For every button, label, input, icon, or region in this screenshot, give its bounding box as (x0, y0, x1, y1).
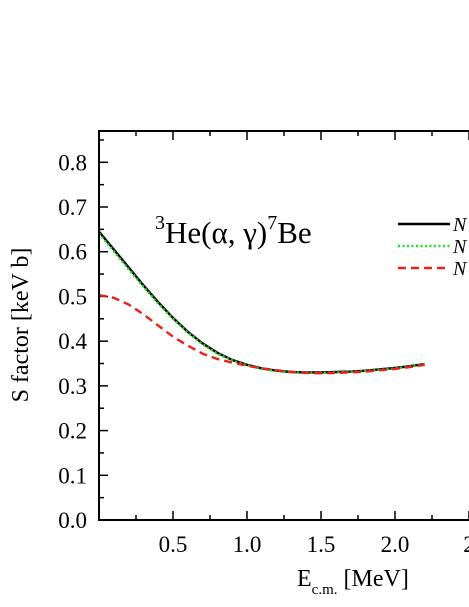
series-group (98, 230, 425, 375)
legend-label: N (452, 236, 468, 258)
axis-ticks (99, 131, 469, 521)
series-line (98, 232, 425, 375)
legend-label: N (452, 258, 468, 280)
series-line (98, 230, 425, 374)
x-tick-label: 2 (463, 532, 469, 557)
x-axis-title-main: E (297, 566, 312, 592)
y-tick-label: 0.5 (58, 284, 87, 309)
annotation-part-2: Be (277, 215, 311, 250)
tick-labels: 0.5 1.0 1.5 2.0 2 0.0 0.1 0.2 0.3 0.4 0.5 0.6 0.7 0.8 (58, 150, 469, 557)
legend-label: N (452, 214, 468, 236)
x-tick-label: 2.0 (381, 532, 410, 557)
annotation-sup-1: 3 (155, 212, 165, 234)
x-axis-title: Ec.m. [MeV] (297, 566, 409, 598)
plot-frame (98, 130, 469, 521)
y-tick-label: 0.2 (58, 419, 87, 444)
y-tick-label: 0.8 (58, 150, 87, 175)
chart-annotation: 3He(α, γ)7Be (155, 212, 312, 250)
y-tick-label: 0.0 (58, 508, 87, 533)
y-tick-label: 0.3 (58, 374, 87, 399)
annotation-sup-2: 7 (267, 212, 277, 234)
y-axis-title: S factor [keV b] (8, 248, 34, 403)
y-tick-label: 0.7 (58, 195, 87, 220)
annotation-part-1: He(α, γ) (165, 215, 267, 250)
x-tick-label: 0.5 (159, 532, 188, 557)
x-tick-label: 1.5 (307, 532, 336, 557)
legend: NNN (398, 214, 468, 280)
series-line (98, 293, 425, 375)
x-tick-label: 1.0 (233, 532, 262, 557)
x-axis-title-unit: [MeV] (338, 566, 409, 592)
y-tick-label: 0.6 (58, 240, 87, 265)
x-axis-title-subscript: c.m. (312, 582, 338, 598)
y-tick-label: 0.4 (58, 329, 87, 354)
y-tick-label: 0.1 (58, 463, 87, 488)
